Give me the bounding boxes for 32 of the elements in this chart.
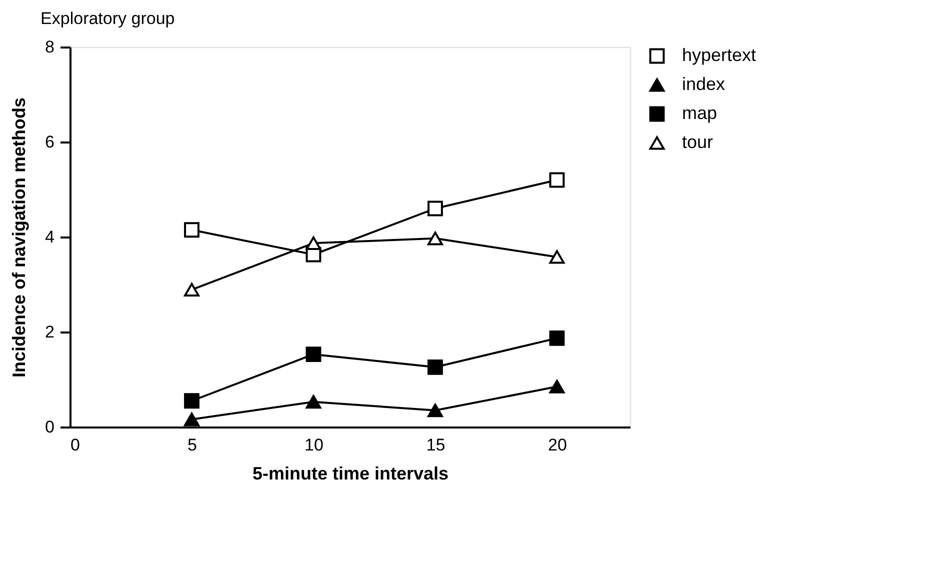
point: [549, 250, 565, 264]
legend-label: map: [682, 103, 718, 123]
legend-label: index: [682, 74, 726, 94]
point: [428, 200, 443, 216]
x-tick-label: 0: [70, 436, 80, 454]
point: [184, 393, 200, 409]
y-axis-title: Incidence of navigation methods: [9, 97, 30, 378]
chart-title: Exploratory group: [40, 9, 175, 28]
point: [306, 346, 322, 362]
point: [549, 172, 565, 188]
x-tick-label: 20: [548, 436, 567, 454]
x-tick-label: 10: [304, 436, 324, 454]
y-tick-label: 8: [45, 38, 54, 56]
point: [184, 412, 200, 426]
point: [184, 282, 200, 297]
x-tick-label: 5: [188, 436, 197, 454]
x-tick-label: 15: [426, 436, 446, 454]
y-tick-label: 2: [45, 322, 54, 342]
legend-label: tour: [682, 132, 714, 152]
point: [428, 404, 443, 418]
legend-label: hypertext: [682, 45, 756, 65]
y-tick-label: 0: [45, 418, 54, 436]
x-axis-title: 5-minute time intervals: [252, 464, 449, 484]
y-tick-label: 4: [45, 228, 54, 246]
point: [549, 380, 565, 394]
point: [306, 236, 322, 250]
point: [428, 359, 443, 375]
y-tick-label: 6: [45, 132, 54, 152]
point: [184, 222, 200, 238]
point: [306, 395, 322, 409]
point: [428, 232, 443, 246]
point: [549, 330, 565, 346]
